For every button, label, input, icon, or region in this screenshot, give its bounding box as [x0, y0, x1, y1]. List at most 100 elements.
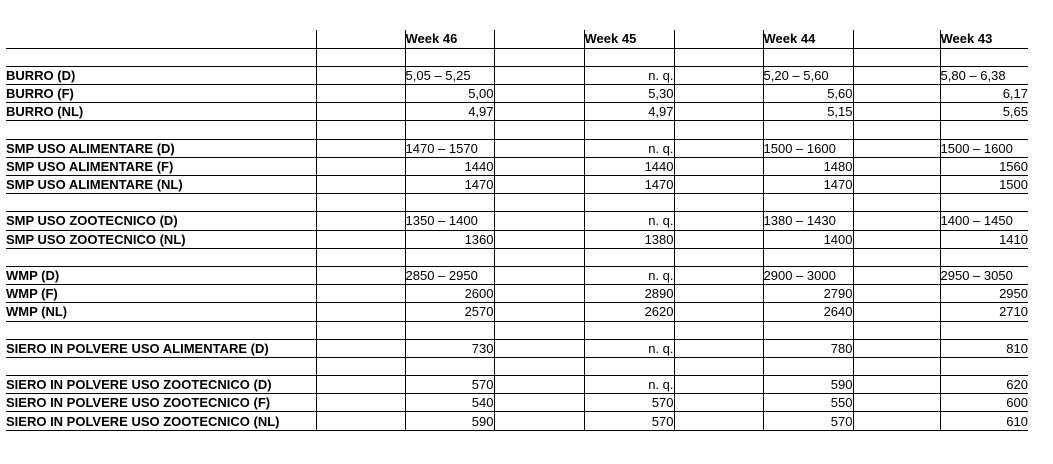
table-row: SMP USO ALIMENTARE (NL) 1470 1470 1470 1500 — [6, 175, 1028, 195]
row-label — [6, 120, 316, 140]
spacer-cell — [315, 84, 405, 104]
spacer-cell — [852, 375, 940, 395]
spacer-cell — [493, 120, 584, 140]
value-cell: 4,97 — [404, 102, 494, 122]
spacer-cell — [852, 357, 940, 377]
value-cell: 730 — [404, 339, 494, 358]
value-cell: 4,97 — [583, 102, 674, 122]
spacer-cell — [673, 157, 763, 177]
spacer-cell — [673, 357, 763, 377]
value-cell: 5,20 – 5,60 — [762, 66, 853, 86]
value-cell — [939, 120, 1028, 140]
spacer-cell — [852, 175, 940, 195]
value-cell: 1470 — [404, 175, 494, 195]
value-cell: 2710 — [939, 302, 1028, 322]
row-label — [6, 357, 316, 377]
table-row: SMP USO ZOOTECNICO (D) 1350 – 1400 n. q. 13… — [6, 211, 1028, 231]
spacer-cell — [315, 266, 405, 286]
value-cell: 1440 — [583, 157, 674, 177]
value-cell — [939, 48, 1028, 67]
value-cell — [762, 120, 853, 140]
row-label: WMP (F) — [6, 284, 316, 304]
spacer-cell — [852, 30, 940, 49]
spacer-cell — [315, 357, 405, 377]
week-header: Week 45 — [583, 30, 674, 49]
value-cell — [762, 248, 853, 267]
value-cell — [404, 248, 494, 267]
value-cell: 1360 — [404, 230, 494, 249]
row-label: BURRO (F) — [6, 84, 316, 104]
spacer-cell — [852, 302, 940, 322]
spacer-cell — [852, 266, 940, 286]
value-cell: 2640 — [762, 302, 853, 322]
table-row: BURRO (F) 5,00 5,30 5,60 6,17 — [6, 84, 1028, 104]
spacer-cell — [673, 411, 763, 431]
value-cell: 1470 — [762, 175, 853, 195]
value-cell: 1380 – 1430 — [762, 211, 853, 231]
value-cell: 2850 – 2950 — [404, 266, 494, 286]
spacer-cell — [315, 48, 405, 67]
header-row: Week 46 Week 45 Week 44 Week 43 — [6, 30, 1028, 49]
value-cell — [583, 193, 674, 213]
spacer-cell — [315, 30, 405, 49]
value-cell — [583, 48, 674, 67]
spacer-cell — [673, 193, 763, 213]
value-cell: 5,60 — [762, 84, 853, 104]
spacer-cell — [673, 66, 763, 86]
value-cell: 2790 — [762, 284, 853, 304]
spacer-cell — [315, 139, 405, 158]
row-label: SIERO IN POLVERE USO ZOOTECNICO (NL) — [6, 411, 316, 431]
value-cell: 5,80 – 6,38 — [939, 66, 1028, 86]
spacer-cell — [493, 193, 584, 213]
value-cell: 5,05 – 5,25 — [404, 66, 494, 86]
week-header: Week 46 — [404, 30, 494, 49]
row-label: WMP (D) — [6, 266, 316, 286]
spacer-cell — [493, 30, 584, 49]
value-cell: 1480 — [762, 157, 853, 177]
value-cell: n. q. — [583, 211, 674, 231]
value-cell: 1500 – 1600 — [939, 139, 1028, 158]
spacer-cell — [673, 175, 763, 195]
spacer-row — [6, 193, 1028, 213]
spacer-cell — [852, 66, 940, 86]
spacer-cell — [673, 120, 763, 140]
spacer-cell — [493, 84, 584, 104]
spacer-cell — [852, 211, 940, 231]
value-cell: n. q. — [583, 139, 674, 158]
spacer-cell — [493, 157, 584, 177]
header-label-cell — [6, 30, 316, 49]
value-cell: 600 — [939, 393, 1028, 413]
row-label: WMP (NL) — [6, 302, 316, 322]
price-table: Week 46 Week 45 Week 44 Week 43 BURRO (D) 5,0… — [6, 30, 1028, 431]
spacer-cell — [315, 375, 405, 395]
spacer-row — [6, 357, 1028, 377]
value-cell: 1400 — [762, 230, 853, 249]
spacer-cell — [852, 139, 940, 158]
table-row: BURRO (NL) 4,97 4,97 5,15 5,65 — [6, 102, 1028, 122]
table-row: SMP USO ZOOTECNICO (NL) 1360 1380 1400 1410 — [6, 230, 1028, 249]
spacer-cell — [852, 321, 940, 340]
spacer-cell — [673, 284, 763, 304]
row-label — [6, 48, 316, 67]
row-label: SMP USO ZOOTECNICO (D) — [6, 211, 316, 231]
value-cell: 610 — [939, 411, 1028, 431]
row-label: SMP USO ALIMENTARE (NL) — [6, 175, 316, 195]
value-cell: 570 — [583, 411, 674, 431]
value-cell: 2620 — [583, 302, 674, 322]
spacer-cell — [493, 302, 584, 322]
row-label: SMP USO ALIMENTARE (F) — [6, 157, 316, 177]
value-cell — [939, 193, 1028, 213]
value-cell: 570 — [762, 411, 853, 431]
value-cell — [762, 48, 853, 67]
value-cell: 540 — [404, 393, 494, 413]
value-cell — [404, 357, 494, 377]
value-cell: 1470 – 1570 — [404, 139, 494, 158]
table-row: SIERO IN POLVERE USO ZOOTECNICO (NL) 590 5… — [6, 411, 1028, 431]
value-cell — [583, 120, 674, 140]
value-cell: 2900 – 3000 — [762, 266, 853, 286]
table-row: BURRO (D) 5,05 – 5,25 n. q. 5,20 – 5,60 5,80… — [6, 66, 1028, 86]
spacer-cell — [315, 321, 405, 340]
value-cell: 620 — [939, 375, 1028, 395]
spacer-cell — [852, 393, 940, 413]
value-cell: 1500 – 1600 — [762, 139, 853, 158]
